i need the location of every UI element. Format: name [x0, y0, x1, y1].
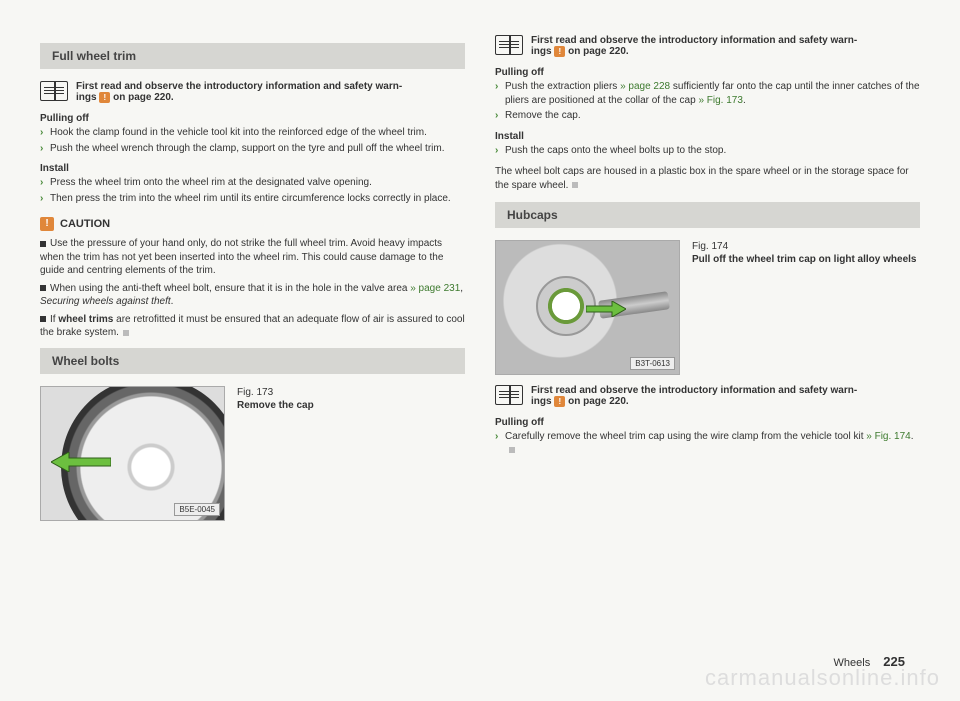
link: » page 228: [620, 81, 670, 92]
list-item: Carefully remove the wheel trim cap usin…: [495, 430, 920, 457]
tail-paragraph: The wheel bolt caps are housed in a plas…: [495, 165, 920, 192]
link: » Fig. 174: [866, 431, 910, 442]
end-mark-icon: [509, 447, 515, 453]
read-first-notice: First read and observe the introductory …: [495, 385, 920, 407]
section-heading-full-wheel-trim: Full wheel trim: [40, 43, 465, 69]
read-first-notice: First read and observe the introductory …: [40, 81, 465, 103]
read-line2b: on page 220.: [110, 92, 173, 103]
figure-173-image: B5E-0045: [40, 386, 225, 521]
arrow-icon: [586, 301, 626, 317]
end-mark-icon: [123, 330, 129, 336]
subhead-install: Install: [495, 131, 920, 142]
list-item: Push the wheel wrench through the clamp,…: [40, 142, 465, 156]
read-line2b: on page 220.: [565, 46, 628, 57]
square-bullet-icon: [40, 285, 46, 291]
caution-bullet-2: When using the anti-theft wheel bolt, en…: [40, 282, 465, 309]
caution-1-text: Use the pressure of your hand only, do n…: [40, 238, 443, 276]
figure-number: Fig. 173: [237, 386, 314, 399]
link: » Fig. 173: [698, 95, 742, 106]
figure-label: B3T-0613: [630, 357, 675, 370]
warning-icon: !: [554, 396, 565, 407]
read-line1: First read and observe the introductory …: [531, 35, 857, 46]
watermark: carmanualsonline.info: [705, 665, 940, 691]
list-item: Push the caps onto the wheel bolts up to…: [495, 144, 920, 158]
caution-bullet-1: Use the pressure of your hand only, do n…: [40, 237, 465, 278]
warning-icon: !: [99, 92, 110, 103]
caution-2-italic: Securing wheels against theft: [40, 296, 171, 307]
square-bullet-icon: [40, 316, 46, 322]
read-first-text: First read and observe the introductory …: [531, 35, 857, 57]
figure-title: Remove the cap: [237, 400, 314, 411]
caution-2b: ,: [460, 283, 463, 294]
txt: .: [743, 95, 746, 106]
pulling-off-list: Hook the clamp found in the vehicle tool…: [40, 126, 465, 155]
list-item: Then press the trim into the wheel rim u…: [40, 192, 465, 206]
list-item: Press the wheel trim onto the wheel rim …: [40, 176, 465, 190]
figure-173-caption: Fig. 173 Remove the cap: [237, 386, 314, 412]
subhead-install: Install: [40, 163, 465, 174]
read-line2a: ings: [76, 92, 99, 103]
book-icon: [495, 385, 523, 405]
figure-174: B3T-0613 Fig. 174 Pull off the wheel tri…: [495, 240, 920, 375]
read-line2b: on page 220.: [565, 396, 628, 407]
caution-2-link: » page 231: [410, 283, 460, 294]
right-column: First read and observe the introductory …: [495, 35, 920, 681]
read-first-text: First read and observe the introductory …: [531, 385, 857, 407]
txt: Carefully remove the wheel trim cap usin…: [505, 431, 866, 442]
tail-text: The wheel bolt caps are housed in a plas…: [495, 166, 909, 191]
manual-page: Full wheel trim First read and observe t…: [0, 0, 960, 701]
arrow-icon: [51, 452, 111, 472]
subhead-pulling-off: Pulling off: [495, 417, 920, 428]
figure-title: Pull off the wheel trim cap on light all…: [692, 254, 916, 265]
read-line2a: ings: [531, 396, 554, 407]
list-item: Remove the cap.: [495, 109, 920, 123]
txt: .: [911, 431, 914, 442]
caution-2c: .: [171, 296, 174, 307]
end-mark-icon: [572, 182, 578, 188]
figure-173: B5E-0045 Fig. 173 Remove the cap: [40, 386, 465, 521]
book-icon: [495, 35, 523, 55]
section-heading-wheel-bolts: Wheel bolts: [40, 348, 465, 374]
read-line1: First read and observe the introductory …: [531, 385, 857, 396]
caution-icon: !: [40, 217, 54, 231]
list-item: Hook the clamp found in the vehicle tool…: [40, 126, 465, 140]
warning-icon: !: [554, 46, 565, 57]
caution-text: CAUTION: [60, 218, 110, 230]
figure-174-image: B3T-0613: [495, 240, 680, 375]
install-list: Press the wheel trim onto the wheel rim …: [40, 176, 465, 205]
txt: Push the extraction pliers: [505, 81, 620, 92]
caution-label: ! CAUTION: [40, 217, 465, 231]
read-line2a: ings: [531, 46, 554, 57]
pulling-off-list: Carefully remove the wheel trim cap usin…: [495, 430, 920, 457]
figure-number: Fig. 174: [692, 240, 916, 253]
subhead-pulling-off: Pulling off: [40, 113, 465, 124]
install-list: Push the caps onto the wheel bolts up to…: [495, 144, 920, 158]
left-column: Full wheel trim First read and observe t…: [40, 35, 465, 681]
figure-label: B5E-0045: [174, 503, 220, 516]
figure-174-caption: Fig. 174 Pull off the wheel trim cap on …: [692, 240, 916, 266]
list-item: Push the extraction pliers » page 228 su…: [495, 80, 920, 107]
read-first-notice: First read and observe the introductory …: [495, 35, 920, 57]
read-first-text: First read and observe the introductory …: [76, 81, 402, 103]
caution-bullet-3: If wheel trims are retrofitted it must b…: [40, 313, 465, 340]
pulling-off-list: Push the extraction pliers » page 228 su…: [495, 80, 920, 123]
caution-3-bold: wheel trims: [58, 314, 113, 325]
section-heading-hubcaps: Hubcaps: [495, 202, 920, 228]
read-line1: First read and observe the introductory …: [76, 81, 402, 92]
caution-2a: When using the anti-theft wheel bolt, en…: [50, 283, 410, 294]
subhead-pulling-off: Pulling off: [495, 67, 920, 78]
square-bullet-icon: [40, 241, 46, 247]
book-icon: [40, 81, 68, 101]
